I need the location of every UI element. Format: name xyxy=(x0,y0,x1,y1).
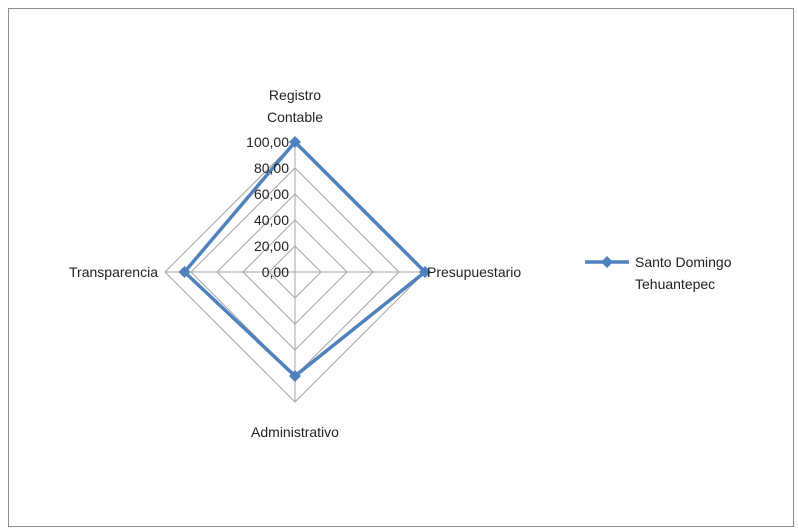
tick-label: 80,00 xyxy=(254,160,289,176)
radar-spokes xyxy=(165,142,425,402)
category-label: Administrativo xyxy=(251,424,339,440)
data-point-marker xyxy=(289,370,301,382)
legend: Santo Domingo Tehuantepec xyxy=(585,254,732,292)
chart-frame xyxy=(8,8,794,527)
radar-tick-labels: 0,00 20,00 40,00 60,00 80,00 100,00 xyxy=(246,134,289,280)
tick-label: 40,00 xyxy=(254,212,289,228)
tick-label: 0,00 xyxy=(262,264,289,280)
data-point-marker xyxy=(419,266,431,278)
radar-category-labels: Registro Contable Presupuestario Administra… xyxy=(69,87,521,440)
legend-marker xyxy=(601,256,613,268)
tick-label: 20,00 xyxy=(254,238,289,254)
category-label: Registro Contable xyxy=(267,87,323,125)
radar-series xyxy=(178,136,431,382)
legend-label: Santo Domingo Tehuantepec xyxy=(635,254,732,292)
tick-label: 100,00 xyxy=(246,134,289,150)
category-label: Presupuestario xyxy=(427,264,521,280)
category-label: Transparencia xyxy=(69,264,158,280)
data-point-marker xyxy=(289,136,301,148)
tick-label: 60,00 xyxy=(254,186,289,202)
data-point-marker xyxy=(178,266,191,278)
